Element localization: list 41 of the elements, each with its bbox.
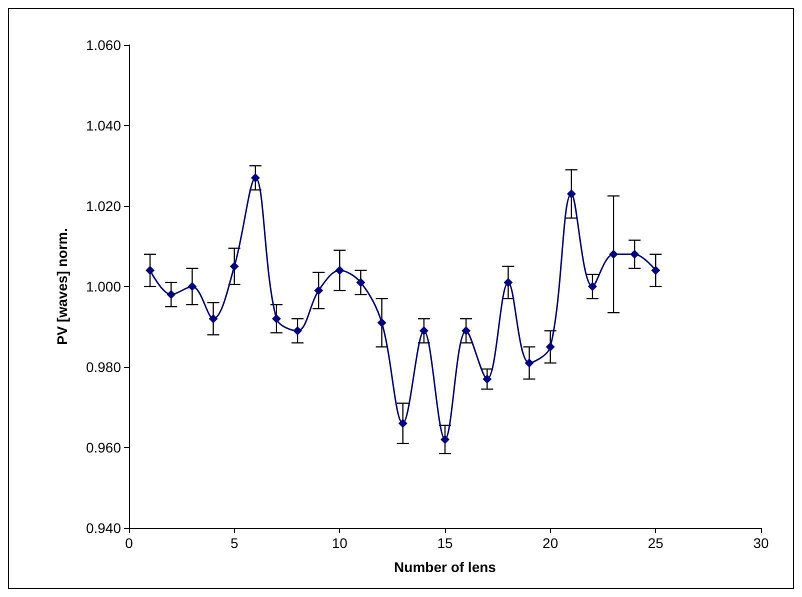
point [566,189,576,198]
x-tick-label: 20 [542,535,558,551]
point [440,434,450,444]
point [230,262,239,271]
y-tick-label: 1.020 [86,198,122,214]
x-tick-label: 5 [230,535,238,551]
point [524,358,534,368]
x-tick-label: 15 [437,535,453,551]
point [546,342,555,352]
point [166,290,176,300]
point [609,250,618,259]
y-tick-label: 0.940 [86,520,122,536]
point [651,266,660,275]
y-tick-label: 1.040 [86,118,122,134]
point [419,326,428,336]
x-tick-label: 0 [125,535,134,551]
y-tick-label: 0.980 [86,359,122,375]
point [482,374,492,384]
point [146,266,155,275]
point [208,314,218,324]
point [335,266,344,275]
x-tick-label: 30 [753,535,769,551]
point [462,326,471,336]
point [293,326,302,336]
y-tick-label: 0.960 [86,440,122,456]
x-tick-label: 10 [332,535,348,551]
point [504,278,513,287]
x-tick-label: 25 [648,535,664,551]
point [314,286,324,296]
point [377,318,386,328]
point [356,278,366,287]
point [630,250,640,259]
point [250,173,260,182]
y-tick-label: 1.000 [86,278,122,294]
point [588,282,597,291]
point [188,282,197,291]
x-axis-title: Number of lens [394,559,496,575]
y-tick-label: 1.060 [86,37,122,53]
y-axis-title: PV [waves] norm. [54,228,70,345]
point [398,418,408,428]
point [272,314,281,324]
